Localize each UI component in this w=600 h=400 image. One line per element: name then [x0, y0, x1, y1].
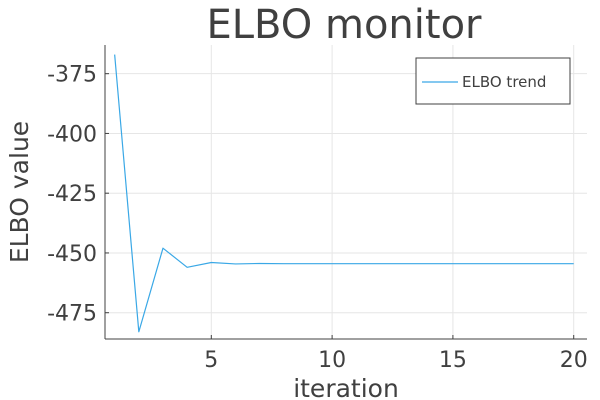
tick-labels: 5 10 15 20 -375 -400 -425 -450 -475: [47, 63, 588, 373]
series-layer: [114, 54, 574, 333]
x-axis-label: iteration: [293, 374, 399, 400]
y-tick-label: -400: [47, 122, 97, 147]
x-tick-label: 10: [318, 348, 346, 373]
x-tick-label: 20: [560, 348, 588, 373]
y-axis-label: ELBO value: [5, 121, 34, 263]
series-line-elbo-trend: [114, 54, 574, 333]
y-tick-label: -475: [47, 302, 97, 327]
legend-label: ELBO trend: [462, 73, 546, 91]
y-tick-label: -425: [47, 182, 97, 207]
x-tick-label: 15: [439, 348, 467, 373]
chart-title: ELBO monitor: [207, 2, 483, 48]
y-tick-label: -450: [47, 242, 97, 267]
y-tick-label: -375: [47, 63, 97, 88]
legend-box: [415, 57, 571, 105]
x-tick-label: 5: [204, 348, 218, 373]
legend: ELBO trend: [415, 57, 571, 105]
